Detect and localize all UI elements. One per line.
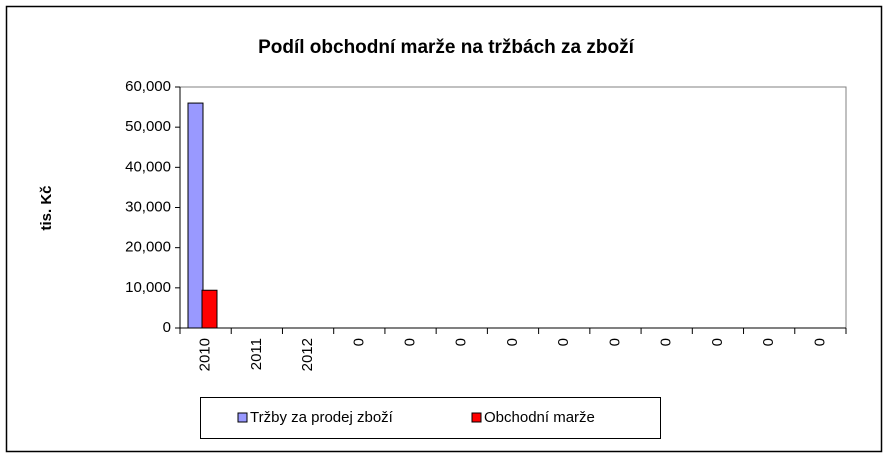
chart-title: Podíl obchodní marže na tržbách za zboží bbox=[258, 37, 635, 58]
y-tick-label: 40,000 bbox=[125, 158, 171, 175]
x-tick-label: 0 bbox=[811, 338, 828, 346]
legend-swatch bbox=[237, 412, 248, 423]
y-tick-label: 0 bbox=[163, 319, 171, 336]
x-tick-label: 2010 bbox=[197, 338, 214, 371]
y-tick-label: 20,000 bbox=[125, 239, 171, 256]
x-tick-label: 0 bbox=[658, 338, 675, 346]
x-tick-label: 0 bbox=[402, 338, 419, 346]
y-axis-label: tis. Kč bbox=[38, 185, 55, 230]
y-tick-label: 50,000 bbox=[125, 118, 171, 135]
x-tick-label: 0 bbox=[350, 338, 367, 346]
legend bbox=[200, 397, 661, 439]
y-tick-label: 30,000 bbox=[125, 198, 171, 215]
x-tick-label: 0 bbox=[504, 338, 521, 346]
x-tick-label: 2011 bbox=[248, 338, 265, 370]
bar bbox=[187, 102, 204, 329]
x-tick-label: 0 bbox=[555, 338, 572, 346]
legend-swatch bbox=[471, 412, 482, 423]
x-tick-label: 0 bbox=[606, 338, 623, 346]
x-tick-label: 2012 bbox=[299, 338, 316, 371]
y-tick-label: 60,000 bbox=[125, 78, 171, 95]
x-tick-label: 0 bbox=[453, 338, 470, 346]
bar bbox=[201, 289, 218, 329]
legend-label: Tržby za prodej zboží bbox=[250, 409, 394, 426]
x-tick-label: 0 bbox=[709, 338, 726, 346]
plot-area bbox=[179, 86, 847, 329]
legend-label: Obchodní marže bbox=[484, 409, 595, 426]
x-tick-label: 0 bbox=[760, 338, 777, 346]
y-tick-label: 10,000 bbox=[125, 279, 171, 296]
